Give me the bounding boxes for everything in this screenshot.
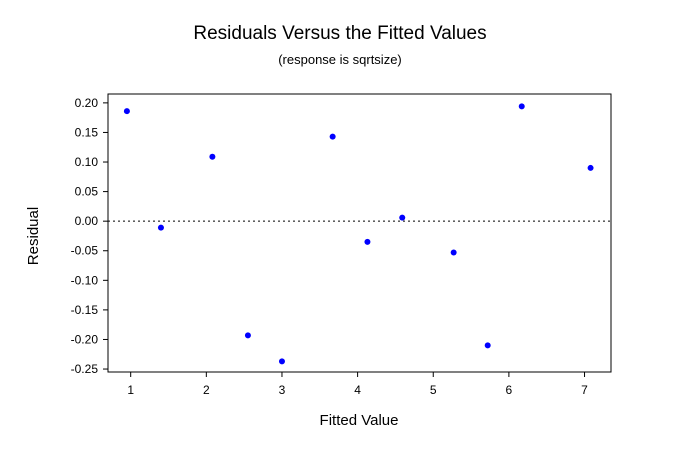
scatter-point <box>278 358 285 365</box>
scatter-point <box>450 249 457 256</box>
y-tick-label: -0.25 <box>71 362 99 376</box>
chart-subtitle: (response is sqrtsize) <box>278 52 402 67</box>
data-points <box>123 103 594 365</box>
x-tick-label: 4 <box>354 383 361 397</box>
x-tick-label: 7 <box>581 383 588 397</box>
y-axis-label: Residual <box>25 207 42 265</box>
x-tick-label: 5 <box>430 383 437 397</box>
scatter-point <box>209 153 216 160</box>
y-tick-label: -0.20 <box>71 332 99 346</box>
x-tick-label: 6 <box>506 383 513 397</box>
scatter-point <box>244 332 251 339</box>
scatter-point <box>329 133 336 140</box>
x-axis-label: Fitted Value <box>320 412 399 429</box>
plot-frame <box>107 93 612 373</box>
scatter-point <box>157 224 164 231</box>
scatter-point <box>518 103 525 110</box>
y-tick-label: 0.10 <box>75 155 99 169</box>
y-tick-label: -0.10 <box>71 273 99 287</box>
y-axis-ticks: 0.20 0.15 0.10 0.05 0.00 -0.05 -0.10 -0.15 -0.20… <box>71 96 108 376</box>
x-tick-label: 2 <box>203 383 210 397</box>
chart-title: Residuals Versus the Fitted Values <box>193 23 486 44</box>
x-tick-label: 1 <box>127 383 134 397</box>
scatter-point <box>399 214 406 221</box>
y-tick-label: 0.15 <box>75 125 99 139</box>
scatter-point <box>123 108 130 115</box>
y-tick-label: -0.15 <box>71 303 99 317</box>
x-tick-label: 3 <box>279 383 286 397</box>
scatter-point <box>484 342 491 349</box>
y-tick-label: 0.05 <box>75 185 99 199</box>
x-axis-ticks: 1 2 3 4 5 6 7 <box>127 372 588 397</box>
y-tick-label: 0.20 <box>75 96 99 110</box>
y-tick-label: 0.00 <box>75 214 99 228</box>
scatter-point <box>587 164 594 171</box>
scatter-point <box>364 238 371 245</box>
y-tick-label: -0.05 <box>71 244 99 258</box>
